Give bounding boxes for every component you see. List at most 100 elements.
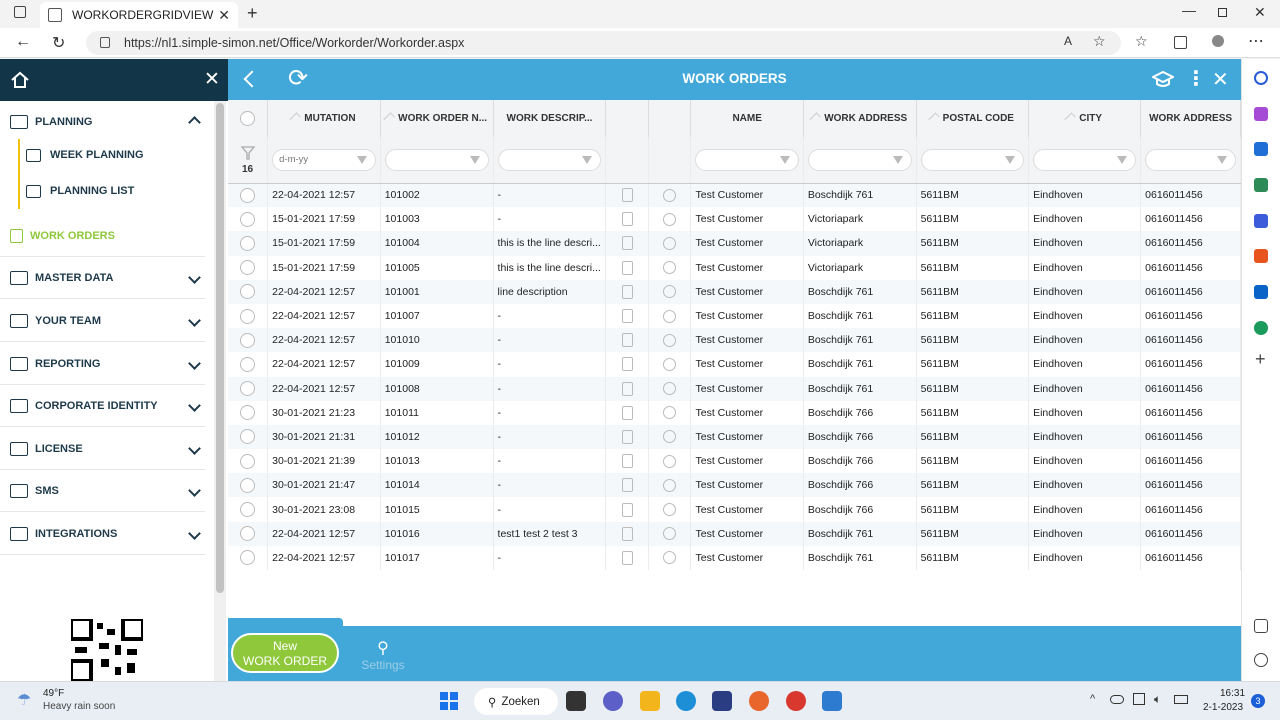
search-icon[interactable] xyxy=(663,503,677,517)
column-header-postal-code[interactable]: POSTAL CODE xyxy=(916,100,1030,137)
row-select-radio[interactable] xyxy=(240,550,256,566)
search-icon[interactable] xyxy=(663,406,677,420)
notification-badge[interactable]: 3 xyxy=(1251,694,1265,708)
attachment-icon[interactable] xyxy=(621,284,633,299)
new-tab-button[interactable]: + xyxy=(247,3,258,23)
filter-cell[interactable] xyxy=(1140,137,1241,184)
start-icon[interactable] xyxy=(440,692,458,710)
row-select-cell[interactable] xyxy=(228,424,269,450)
row-select-radio[interactable] xyxy=(240,502,256,518)
search-icon[interactable] xyxy=(663,454,677,468)
table-row[interactable]: 22-04-2021 12:57 101002- Test Customer Bosc… xyxy=(228,183,1241,208)
row-select-radio[interactable] xyxy=(240,405,256,421)
attachment-cell[interactable] xyxy=(605,279,649,304)
row-select-radio[interactable] xyxy=(240,260,256,276)
select-all-radio[interactable] xyxy=(240,111,256,126)
photos-icon[interactable] xyxy=(822,691,842,711)
attachment-icon[interactable] xyxy=(621,405,633,420)
row-select-cell[interactable] xyxy=(228,328,269,353)
column-header-name[interactable]: NAME xyxy=(690,100,804,137)
window-close-icon[interactable]: ✕ xyxy=(1254,4,1266,20)
sidebar-toggle-icon[interactable] xyxy=(1254,619,1268,633)
attachment-icon[interactable] xyxy=(621,526,633,541)
clock-date[interactable]: 2-1-2023 xyxy=(1203,702,1244,713)
search-icon[interactable] xyxy=(663,382,677,396)
attachment-cell[interactable] xyxy=(605,352,649,377)
attachment-cell[interactable] xyxy=(605,231,649,256)
table-row[interactable]: 22-04-2021 12:57 101009- Test Customer Bosc… xyxy=(228,352,1241,377)
filter-cell[interactable] xyxy=(690,137,804,184)
attachment-cell[interactable] xyxy=(605,545,649,570)
filter-count-cell[interactable]: 16 xyxy=(228,137,269,184)
close-sidebar-icon[interactable]: ✕ xyxy=(204,69,220,90)
table-row[interactable]: 15-01-2021 17:59 101003- Test Customer Vict… xyxy=(228,207,1241,232)
table-row[interactable]: 30-01-2021 23:08 101015- Test Customer Bosc… xyxy=(228,497,1241,522)
search-icon[interactable] xyxy=(663,188,677,202)
search-icon[interactable] xyxy=(663,527,677,541)
attachment-cell[interactable] xyxy=(605,400,649,425)
search-cell[interactable] xyxy=(648,473,692,498)
row-select-cell[interactable] xyxy=(228,207,269,232)
row-select-radio[interactable] xyxy=(240,381,256,397)
firefox-icon[interactable] xyxy=(749,691,769,711)
attachment-cell[interactable] xyxy=(605,207,649,232)
attachment-icon[interactable] xyxy=(621,309,633,324)
table-row[interactable]: 30-01-2021 21:39 101013- Test Customer Bosc… xyxy=(228,449,1241,474)
search-icon[interactable] xyxy=(663,261,677,275)
search-icon[interactable] xyxy=(663,236,677,250)
filter-cell[interactable] xyxy=(803,137,917,184)
row-select-cell[interactable] xyxy=(228,497,269,522)
filter-cell[interactable] xyxy=(916,137,1030,184)
read-aloud-icon[interactable]: A xyxy=(1064,34,1073,48)
sidebar-item-work-orders[interactable]: WORK ORDERS xyxy=(0,215,205,257)
attachment-icon[interactable] xyxy=(621,381,633,396)
back-icon[interactable]: ← xyxy=(15,33,31,50)
table-row[interactable]: 22-04-2021 12:57 101001 line description Te… xyxy=(228,279,1241,304)
row-select-radio[interactable] xyxy=(240,356,256,372)
table-row[interactable]: 22-04-2021 12:57 101007- Test Customer Bosc… xyxy=(228,303,1241,329)
search-icon[interactable] xyxy=(1254,71,1268,85)
address-filter-input[interactable] xyxy=(807,148,912,171)
city-filter-input[interactable] xyxy=(1033,148,1137,171)
attachment-icon[interactable] xyxy=(621,236,633,251)
filter-cell[interactable]: d-m-yy xyxy=(267,137,381,184)
search-cell[interactable] xyxy=(648,279,692,304)
search-cell[interactable] xyxy=(648,328,692,353)
description-filter-input[interactable] xyxy=(497,148,602,171)
select-all-header[interactable] xyxy=(228,100,269,137)
filter-cell[interactable] xyxy=(493,137,607,184)
attachment-cell[interactable] xyxy=(605,521,649,546)
search-cell[interactable] xyxy=(648,545,692,570)
row-select-radio[interactable] xyxy=(240,308,256,324)
profile-icon[interactable] xyxy=(1212,35,1224,47)
tools-icon[interactable] xyxy=(1254,178,1268,192)
settings-button[interactable]: ⚲ Settings xyxy=(358,638,408,672)
close-icon[interactable]: ✕ xyxy=(1212,69,1229,91)
volume-icon[interactable]: 🔈︎ xyxy=(1154,692,1162,706)
attachment-cell[interactable] xyxy=(605,424,649,450)
attachment-icon[interactable] xyxy=(621,550,633,565)
shopping-icon[interactable] xyxy=(1254,142,1268,156)
battery-icon[interactable] xyxy=(1174,695,1188,704)
row-select-cell[interactable] xyxy=(228,183,269,208)
name-filter-input[interactable] xyxy=(695,148,799,171)
column-header-mutation[interactable]: MUTATION xyxy=(267,100,381,137)
filter-clear-icon[interactable] xyxy=(240,145,256,161)
row-select-cell[interactable] xyxy=(228,231,269,256)
attachment-cell[interactable] xyxy=(605,255,649,280)
row-select-cell[interactable] xyxy=(228,449,269,474)
table-row[interactable]: 30-01-2021 21:47 101014- Test Customer Bosc… xyxy=(228,473,1241,498)
filter-cell[interactable] xyxy=(1028,137,1142,184)
row-select-cell[interactable] xyxy=(228,400,269,425)
column-header-work-address-2[interactable]: WORK ADDRESS xyxy=(1140,100,1241,137)
table-row[interactable]: 22-04-2021 12:57 101008- Test Customer Bosc… xyxy=(228,376,1241,401)
more-icon[interactable]: ⋯ xyxy=(1248,33,1264,50)
table-row[interactable]: 22-04-2021 12:57 101016 test1 test 2 test … xyxy=(228,521,1241,546)
attachment-cell[interactable] xyxy=(605,183,649,208)
row-select-radio[interactable] xyxy=(240,526,256,542)
tab-close-icon[interactable]: ✕ xyxy=(218,6,230,23)
search-icon[interactable] xyxy=(663,285,677,299)
sidebar-item-master-data[interactable]: MASTER DATA xyxy=(0,257,205,299)
refresh-icon[interactable]: ⟳ xyxy=(288,65,309,92)
row-select-radio[interactable] xyxy=(240,453,256,469)
